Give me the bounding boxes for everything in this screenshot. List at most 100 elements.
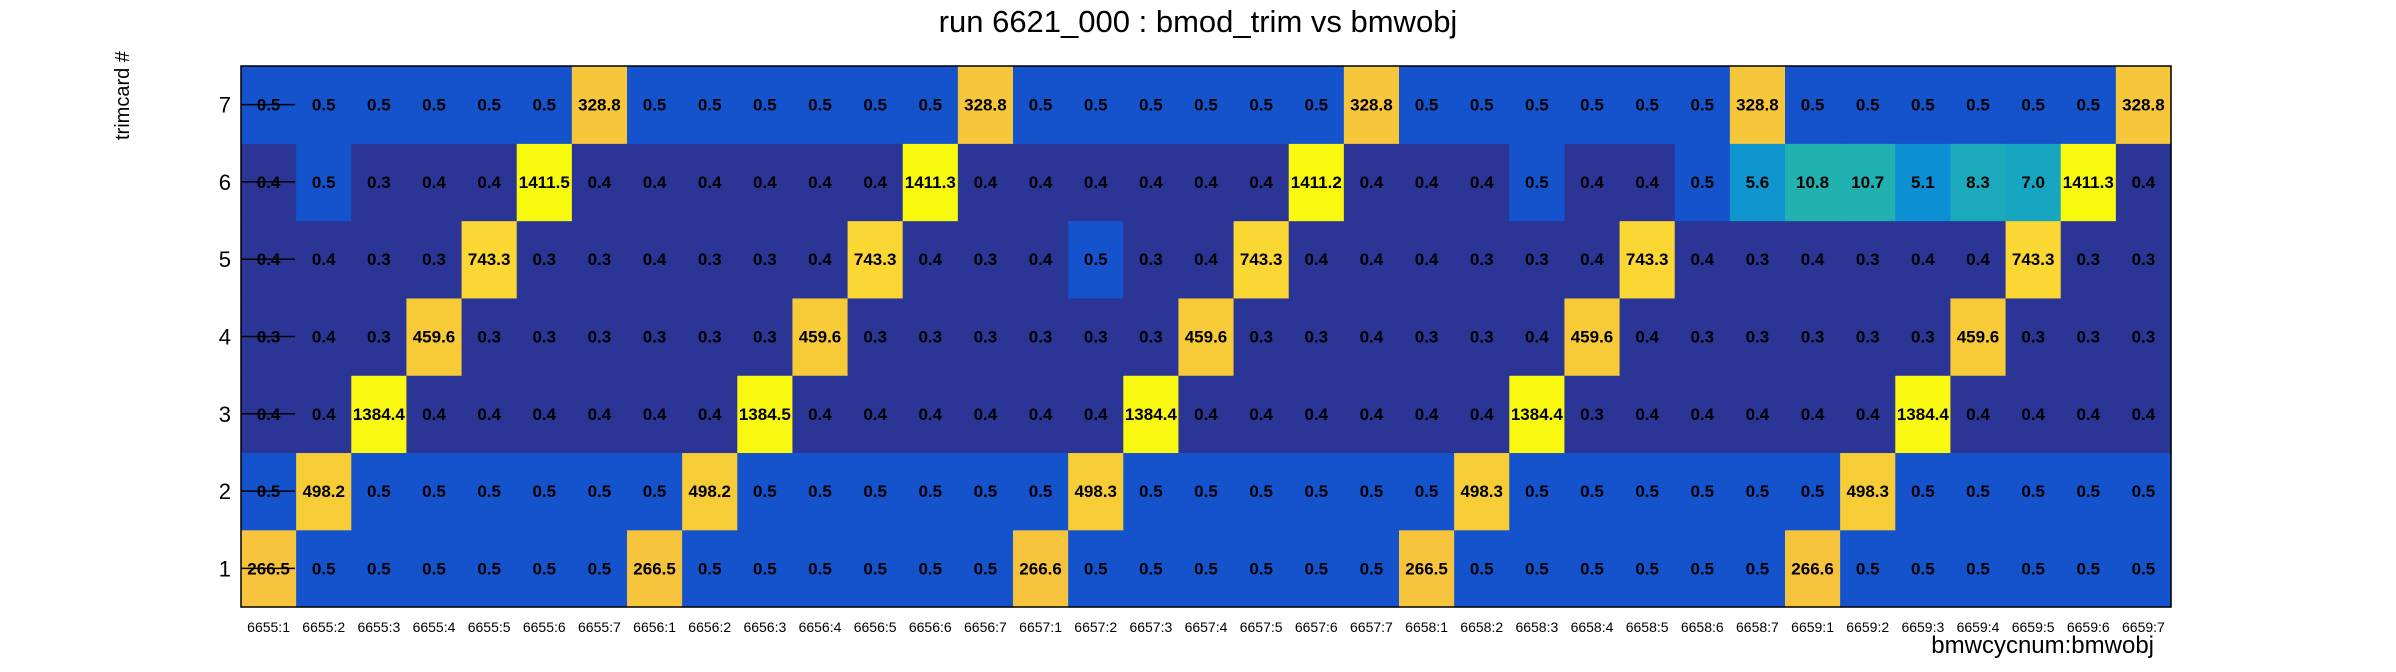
- cell-value-label: 0.4: [1580, 250, 1604, 269]
- cell-value-label: 0.4: [477, 405, 501, 424]
- cell-value-label: 0.3: [422, 250, 446, 269]
- heatmap-cell: [1343, 452, 1400, 531]
- heatmap-cell: [627, 220, 683, 299]
- cell-value-label: 0.5: [1580, 559, 1604, 578]
- cell-value-label: 498.2: [688, 482, 731, 501]
- cell-value-label: 0.5: [588, 482, 612, 501]
- y-tick-label: 7: [219, 93, 231, 118]
- cell-value-label: 0.5: [1635, 559, 1659, 578]
- cell-value-label: 0.3: [532, 328, 556, 347]
- cell-value-label: 0.5: [1635, 482, 1659, 501]
- heatmap-cell: [1950, 143, 2007, 222]
- heatmap-cell: [1674, 297, 1731, 376]
- cell-value-label: 0.4: [1194, 173, 1218, 192]
- heatmap-cell: [682, 220, 738, 299]
- heatmap-cell: [1895, 297, 1952, 376]
- cell-value-label: 0.5: [1801, 96, 1825, 115]
- cell-value-label: 0.3: [1690, 328, 1714, 347]
- heatmap-cell: [957, 375, 1014, 454]
- cell-value-label: 0.4: [1415, 250, 1439, 269]
- cell-value-label: 0.5: [2021, 482, 2045, 501]
- heatmap-cell: [847, 529, 904, 608]
- cell-value-label: 0.4: [588, 173, 612, 192]
- cell-value-label: 0.5: [1360, 559, 1384, 578]
- x-tick-label: 6658:2: [1460, 619, 1503, 635]
- heatmap-cell: [571, 529, 628, 608]
- cell-value-label: 498.3: [1074, 482, 1117, 501]
- cell-value-label: 0.4: [1029, 405, 1053, 424]
- heatmap-cell: [2005, 452, 2062, 531]
- cell-value-label: 0.5: [918, 482, 942, 501]
- heatmap-cell: [461, 220, 518, 299]
- cell-value-label: 0.5: [1911, 482, 1935, 501]
- cell-value-label: 0.3: [2076, 328, 2100, 347]
- heatmap-cell: [2060, 220, 2117, 299]
- heatmap-cell: [1068, 297, 1124, 376]
- heatmap-cell: [1233, 375, 1290, 454]
- heatmap-cell: [1729, 529, 1786, 608]
- heatmap-cell: [957, 66, 1014, 144]
- heatmap-cell: [1785, 297, 1841, 376]
- cell-value-label: 0.5: [863, 559, 887, 578]
- heatmap-cell: [461, 66, 518, 144]
- heatmap-cell: [737, 529, 794, 608]
- cell-value-label: 0.5: [1525, 96, 1549, 115]
- heatmap-cell: [1399, 375, 1455, 454]
- heatmap-cell: [1399, 143, 1455, 222]
- cell-value-label: 459.6: [413, 328, 456, 347]
- cell-value-label: 0.5: [1911, 559, 1935, 578]
- heatmap-cell: [1068, 220, 1124, 299]
- heatmap-cell: [1343, 143, 1400, 222]
- heatmap-cell: [1895, 220, 1952, 299]
- cell-value-label: 0.5: [1304, 559, 1328, 578]
- cell-value-label: 0.5: [974, 482, 998, 501]
- cell-value-label: 0.5: [1029, 482, 1053, 501]
- heatmap-cell: [1564, 529, 1621, 608]
- cell-value-label: 1411.2: [1291, 173, 1342, 192]
- x-tick-label: 6656:7: [964, 619, 1007, 635]
- cell-value-label: 0.5: [367, 96, 391, 115]
- cell-value-label: 0.5: [477, 482, 501, 501]
- heatmap-cell: [1619, 529, 1676, 608]
- cell-value-label: 0.5: [1249, 559, 1273, 578]
- x-tick-label: 6658:3: [1515, 619, 1558, 635]
- cell-value-label: 0.5: [367, 482, 391, 501]
- heatmap-cell: [1950, 529, 2007, 608]
- heatmap-cell: [2060, 297, 2117, 376]
- heatmap-cell: [1068, 66, 1124, 144]
- heatmap-cell: [1509, 452, 1566, 531]
- cell-value-label: 0.4: [422, 173, 446, 192]
- heatmap-cell: [2060, 143, 2117, 222]
- cell-value-label: 0.5: [753, 96, 777, 115]
- cell-value-label: 0.4: [1911, 250, 1935, 269]
- heatmap-cell: [847, 452, 904, 531]
- cell-value-label: 0.4: [1635, 328, 1659, 347]
- cell-value-label: 0.5: [918, 559, 942, 578]
- cell-value-label: 459.6: [1957, 328, 2000, 347]
- heatmap-cell: [461, 529, 518, 608]
- heatmap-cell: [1785, 452, 1841, 531]
- heatmap-cell: [2060, 66, 2117, 144]
- cell-value-label: 498.3: [1460, 482, 1503, 501]
- heatmap-cell: [1895, 66, 1952, 144]
- heatmap-cell: [737, 143, 794, 222]
- cell-value-label: 0.5: [1470, 559, 1494, 578]
- heatmap-cell: [1674, 452, 1731, 531]
- cell-value-label: 0.5: [422, 96, 446, 115]
- cell-value-label: 1411.5: [519, 173, 570, 192]
- cell-value-label: 0.5: [1690, 96, 1714, 115]
- cell-value-label: 1384.4: [1511, 405, 1564, 424]
- heatmap-cell: [957, 297, 1014, 376]
- heatmap-cell: [1674, 143, 1731, 222]
- heatmap-cell: [2005, 220, 2062, 299]
- heatmap-cell: [792, 143, 849, 222]
- heatmap-cell: [1288, 375, 1345, 454]
- heatmap-cell: [2060, 452, 2117, 531]
- heatmap-cell: [1785, 66, 1841, 144]
- cell-value-label: 0.5: [643, 96, 667, 115]
- cell-value-label: 743.3: [1240, 250, 1283, 269]
- x-tick-label: 6659:1: [1791, 619, 1834, 635]
- cell-value-label: 0.5: [753, 482, 777, 501]
- cell-value-label: 0.5: [808, 482, 832, 501]
- heatmap-cell: [627, 375, 683, 454]
